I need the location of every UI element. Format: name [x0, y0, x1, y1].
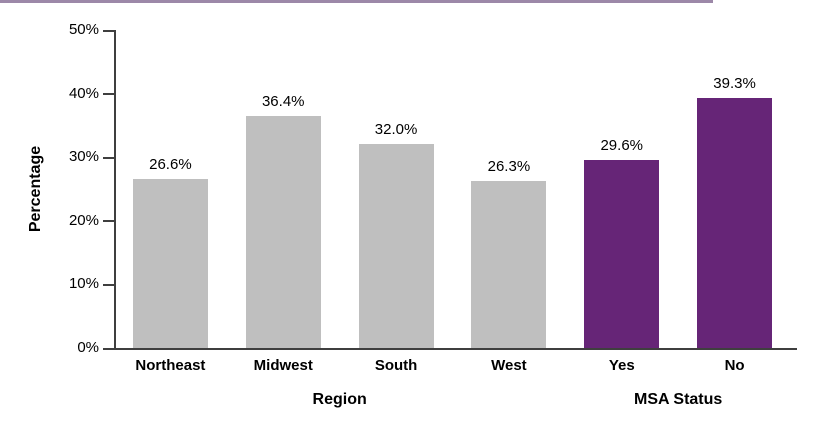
- x-category-label: South: [374, 357, 418, 374]
- y-axis-line: [114, 30, 116, 350]
- bar-west: [471, 180, 547, 348]
- y-tick-mark: [103, 156, 114, 159]
- x-category-label: West: [491, 357, 527, 374]
- y-tick-mark: [103, 29, 114, 32]
- y-tick-mark: [103, 347, 114, 350]
- bar-value-label: 26.3%: [487, 157, 531, 175]
- header-rule: [0, 0, 713, 3]
- bar-value-label: 39.3%: [713, 75, 756, 93]
- y-tick-label: 50%: [68, 21, 99, 38]
- x-group-label-region: Region: [312, 391, 367, 408]
- x-category-label: No: [724, 357, 745, 374]
- bar-yes: [584, 159, 660, 348]
- y-tick-mark: [103, 220, 114, 223]
- x-category-label: Midwest: [253, 357, 313, 374]
- bar-northeast: [132, 178, 208, 348]
- bar-south: [358, 144, 434, 348]
- bar-value-label: 32.0%: [374, 121, 418, 139]
- x-group-label-msa-status: MSA Status: [634, 391, 723, 408]
- y-tick-mark: [103, 283, 114, 286]
- y-tick-mark: [103, 93, 114, 96]
- y-tick-label: 40%: [68, 84, 99, 102]
- x-category-label: Yes: [608, 357, 635, 374]
- bar-no: [697, 98, 773, 348]
- y-tick-label: 20%: [68, 211, 99, 229]
- y-tick-label: 0%: [77, 339, 99, 356]
- x-axis-line: [114, 348, 797, 350]
- bar-midwest: [245, 116, 321, 348]
- y-tick-label: 10%: [68, 275, 99, 293]
- bar-value-label: 26.6%: [149, 155, 192, 173]
- bar-value-label: 29.6%: [600, 136, 644, 154]
- x-category-label: Northeast: [135, 357, 206, 374]
- bar-value-label: 36.4%: [261, 93, 305, 111]
- y-tick-label: 30%: [68, 148, 99, 166]
